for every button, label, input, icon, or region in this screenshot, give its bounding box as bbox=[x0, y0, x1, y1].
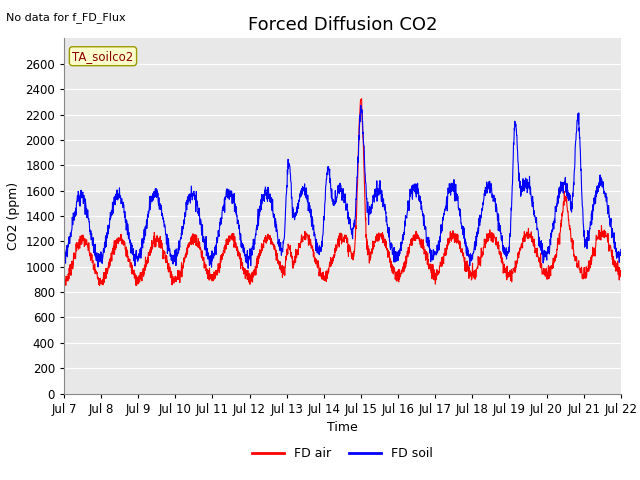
FD air bbox=[505, 270, 513, 276]
FD air bbox=[584, 266, 591, 272]
FD soil bbox=[60, 252, 68, 258]
FD air bbox=[617, 274, 625, 279]
FD soil bbox=[568, 206, 576, 212]
FD soil bbox=[617, 247, 625, 252]
Text: TA_soilco2: TA_soilco2 bbox=[72, 50, 134, 63]
Text: No data for f_FD_Flux: No data for f_FD_Flux bbox=[6, 12, 126, 23]
FD soil bbox=[357, 102, 365, 108]
FD air bbox=[371, 238, 379, 244]
FD soil bbox=[359, 131, 367, 136]
FD soil bbox=[584, 238, 591, 243]
FD soil bbox=[505, 245, 513, 251]
FD soil bbox=[371, 192, 379, 197]
Y-axis label: CO2 (ppm): CO2 (ppm) bbox=[6, 182, 20, 250]
Line: FD air: FD air bbox=[64, 99, 621, 286]
FD air bbox=[359, 135, 367, 141]
Line: FD soil: FD soil bbox=[64, 105, 621, 268]
Legend: FD air, FD soil: FD air, FD soil bbox=[247, 443, 438, 466]
Title: Forced Diffusion CO2: Forced Diffusion CO2 bbox=[248, 16, 437, 34]
FD air bbox=[96, 283, 104, 288]
X-axis label: Time: Time bbox=[327, 421, 358, 434]
FD air bbox=[60, 273, 68, 278]
FD air bbox=[568, 236, 576, 241]
FD soil bbox=[244, 265, 252, 271]
FD soil bbox=[216, 228, 223, 234]
FD air bbox=[358, 96, 365, 102]
FD air bbox=[216, 269, 223, 275]
